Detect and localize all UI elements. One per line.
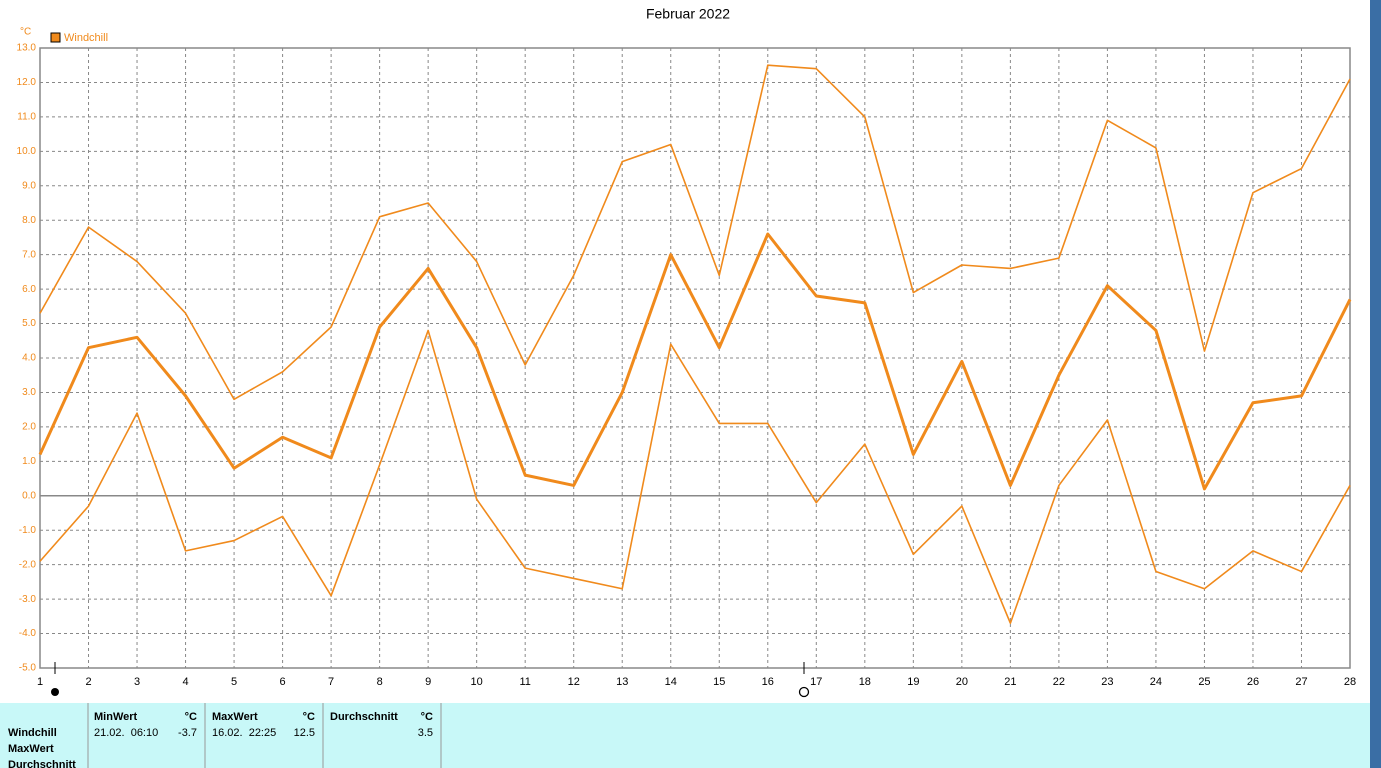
x-tick-label: 20	[956, 676, 968, 688]
stat-value: 12.5	[294, 727, 315, 739]
x-tick-label: 15	[713, 676, 725, 688]
plot-area: -5.0 -4.0 -3.0 -2.0 -1.0 0.0 1.0 2.0 3.0 4.0 5.0 6.…	[17, 43, 1357, 688]
x-tick-label: 12	[568, 676, 580, 688]
x-tick-label: 6	[280, 676, 286, 688]
column-header: MinWert	[94, 711, 138, 723]
x-tick-label: 16	[762, 676, 774, 688]
y-tick-label: 4.0	[22, 353, 36, 364]
y-tick-label: 11.0	[17, 112, 36, 123]
legend-label: Windchill	[64, 32, 108, 44]
x-tick-label: 18	[859, 676, 871, 688]
stat-time: 16.02. 22:25	[212, 727, 276, 739]
y-tick-label: -4.0	[19, 628, 37, 639]
plot-border	[39, 47, 1351, 669]
y-tick-label: 6.0	[22, 284, 36, 295]
row-label: Durchschnitt	[8, 759, 76, 768]
stat-value: -3.7	[178, 727, 197, 739]
x-tick-label: 17	[810, 676, 822, 688]
stats-table: Windchill MaxWert Durchschnitt MinWert °C 21.…	[8, 703, 442, 768]
column-header: Durchschnitt	[330, 711, 398, 723]
y-tick-label: 2.0	[22, 422, 36, 433]
x-tick-label: 28	[1344, 676, 1356, 688]
y-tick-label: 1.0	[22, 456, 36, 467]
y-tick-label: -2.0	[19, 559, 37, 570]
x-tick-label: 21	[1004, 676, 1016, 688]
y-tick-label: 12.0	[17, 77, 37, 88]
chart-title: Februar 2022	[646, 6, 730, 22]
y-tick-label: 8.0	[22, 215, 36, 226]
x-tick-label: 7	[328, 676, 334, 688]
row-label: Windchill	[8, 727, 57, 739]
x-tick-label: 23	[1101, 676, 1113, 688]
row-label: MaxWert	[8, 743, 54, 755]
stat-time: 21.02. 06:10	[94, 727, 158, 739]
x-tick-label: 22	[1053, 676, 1065, 688]
full-moon-marker	[798, 686, 810, 698]
x-tick-label: 13	[616, 676, 628, 688]
x-tick-label: 8	[377, 676, 383, 688]
x-tick-label: 27	[1295, 676, 1307, 688]
y-tick-label: -3.0	[19, 594, 37, 605]
y-tick-label: 3.0	[22, 387, 36, 398]
y-tick-label: 10.0	[17, 146, 37, 157]
x-tick-label: 2	[85, 676, 91, 688]
new-moon-marker	[51, 688, 59, 696]
column-unit: °C	[185, 711, 197, 723]
x-tick-label: 5	[231, 676, 237, 688]
x-tick-label: 1	[37, 676, 43, 688]
y-tick-label: 9.0	[22, 180, 36, 191]
series-line	[38, 232, 1352, 491]
y-tick-label: 7.0	[22, 249, 36, 260]
x-tick-label: 9	[425, 676, 431, 688]
legend-swatch	[50, 32, 61, 43]
series-line	[39, 64, 1351, 401]
y-tick-label: -5.0	[19, 663, 37, 674]
x-tick-label: 26	[1247, 676, 1259, 688]
desktop-edge	[1370, 0, 1381, 768]
y-tick-label: 13.0	[17, 43, 37, 54]
y-tick-label: 0.0	[22, 490, 36, 501]
x-tick-label: 4	[182, 676, 188, 688]
stat-value: 3.5	[418, 727, 433, 739]
series-line	[39, 329, 1351, 625]
x-tick-label: 24	[1150, 676, 1162, 688]
y-tick-label: -1.0	[19, 525, 37, 536]
y-unit: °C	[20, 27, 31, 38]
column-unit: °C	[303, 711, 315, 723]
column-header: MaxWert	[212, 711, 258, 723]
stats-panel	[0, 703, 1370, 768]
y-tick-label: 5.0	[22, 318, 36, 329]
x-tick-label: 10	[471, 676, 483, 688]
x-tick-label: 25	[1198, 676, 1210, 688]
column-unit: °C	[421, 711, 433, 723]
x-tick-label: 11	[519, 676, 530, 688]
x-tick-label: 19	[907, 676, 919, 688]
x-tick-label: 14	[665, 676, 677, 688]
x-tick-label: 3	[134, 676, 140, 688]
